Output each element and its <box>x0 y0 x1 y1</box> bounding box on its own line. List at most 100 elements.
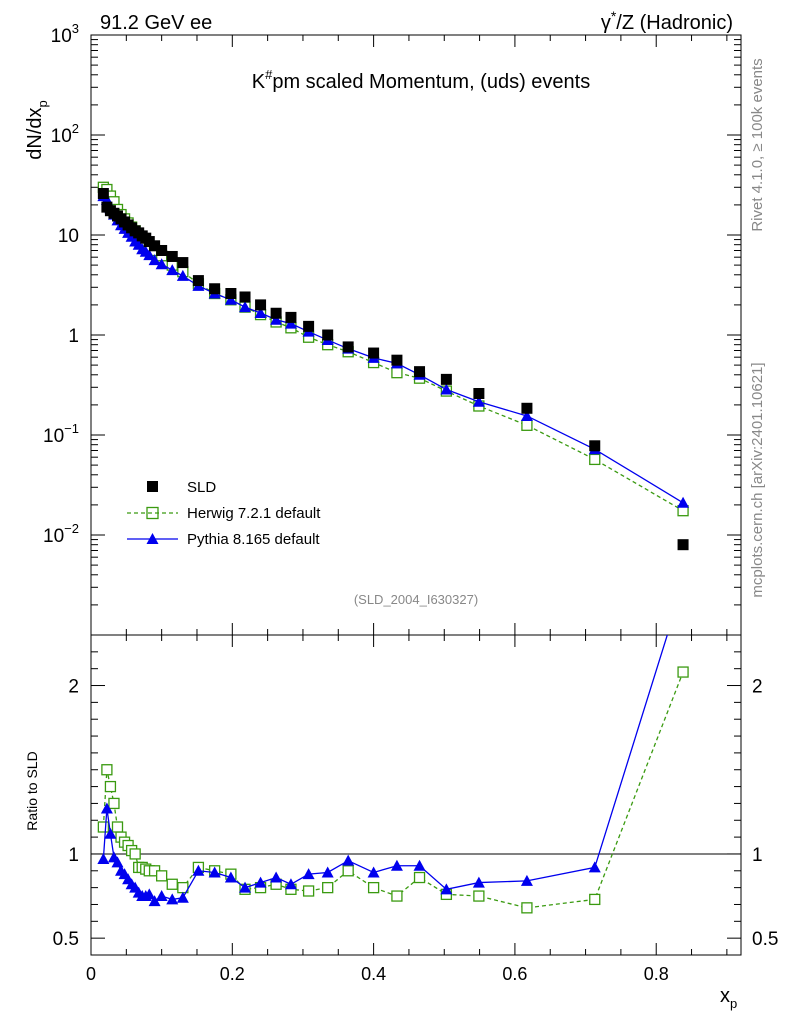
pythia-ratio-point <box>166 893 179 905</box>
herwig-ratio-point <box>111 821 124 833</box>
x-axis-label: xp <box>720 985 737 1011</box>
ratio-y-tick-label: 2 <box>68 677 79 698</box>
herwig-ratio-point <box>97 821 110 833</box>
sld-point <box>225 288 237 300</box>
herwig-point <box>521 419 533 431</box>
sld-point <box>521 402 533 414</box>
pythia-point <box>440 383 453 395</box>
herwig-ratio-point <box>677 666 689 678</box>
herwig-point <box>589 453 601 466</box>
sld-point <box>677 539 689 551</box>
pythia-ratio-point <box>677 578 689 589</box>
herwig-ratio-point <box>367 881 380 894</box>
sld-point <box>589 440 601 452</box>
pythia-point <box>270 313 283 325</box>
pythia-ratio-point <box>143 888 156 900</box>
sld-point <box>368 347 380 359</box>
y-tick-label: 1 <box>68 326 79 347</box>
sld-point <box>473 388 485 400</box>
pythia-ratio-series <box>97 578 689 907</box>
pythia-ratio-point <box>224 871 237 883</box>
pythia-ratio-point <box>208 866 221 878</box>
sld-point <box>342 341 354 353</box>
herwig-ratio-point <box>129 848 141 860</box>
data-marks <box>97 181 690 914</box>
sld-point <box>285 311 297 323</box>
herwig-ratio-point <box>391 890 403 902</box>
tick-labels: 0 0.2 0.4 0.6 0.8 10−2 10−1 1 10 102 103 0.5 0.5 1 1 2 2 <box>43 21 778 984</box>
sld-point <box>177 257 189 269</box>
x-tick-label: 0.2 <box>220 964 245 984</box>
ratio-y-tick-label-right: 2 <box>752 677 763 698</box>
pythia-point <box>254 306 267 318</box>
pythia-point <box>520 409 533 421</box>
y-tick-label: 102 <box>51 121 79 147</box>
pythia-ratio-point <box>104 827 117 839</box>
herwig-point <box>391 367 403 379</box>
pythia-point <box>143 249 156 261</box>
herwig-series <box>97 181 689 517</box>
ratio-y-tick-label: 0.5 <box>53 929 79 950</box>
pythia-ratio-point <box>100 802 113 814</box>
herwig-ratio-series <box>97 666 689 914</box>
pythia-ratio-point <box>192 864 205 876</box>
y-tick-label: 10−2 <box>43 521 79 547</box>
legend-pythia-marker <box>146 533 159 544</box>
x-tick-label: 0.4 <box>361 964 386 984</box>
ratio-y-axis-label: Ratio to SLD <box>24 751 40 830</box>
sld-point <box>149 240 161 252</box>
ratio-plot-frame <box>90 634 742 956</box>
pythia-ratio-point <box>284 878 297 890</box>
legend-herwig-marker <box>146 506 159 520</box>
pythia-ratio-point <box>148 895 161 907</box>
x-tick-label: 0.8 <box>644 964 669 984</box>
pythia-ratio-point <box>520 874 533 886</box>
legend: SLD Herwig 7.2.1 default Pythia 8.165 de… <box>127 479 321 548</box>
pythia-ratio-point <box>413 859 426 871</box>
ratio-y-tick-label-right: 1 <box>752 845 763 866</box>
herwig-ratio-point <box>101 764 113 776</box>
pythia-ratio-point <box>176 891 189 903</box>
axis-ticks <box>90 34 741 956</box>
pythia-point <box>148 254 161 266</box>
sld-point <box>270 307 282 319</box>
pythia-point <box>472 395 485 407</box>
herwig-ratio-point <box>302 885 315 897</box>
y-tick-label: 10 <box>58 226 79 247</box>
sld-point <box>255 299 267 311</box>
pythia-point <box>155 258 168 270</box>
sld-point <box>209 283 221 295</box>
pythia-ratio-point <box>588 861 601 873</box>
sld-point <box>440 373 452 385</box>
y-axis-label: dN/dxp <box>24 100 50 159</box>
herwig-ratio-point <box>342 865 354 877</box>
pythia-ratio-point <box>390 859 403 871</box>
y-tick-label: 10−1 <box>43 421 79 447</box>
sld-series <box>97 188 689 551</box>
sld-point <box>303 320 315 332</box>
sld-point <box>192 275 204 287</box>
legend-sld-marker <box>147 481 158 492</box>
herwig-ratio-point <box>322 881 334 894</box>
pythia-point <box>284 317 297 329</box>
pythia-ratio-point <box>270 871 283 883</box>
herwig-ratio-point <box>166 878 178 890</box>
legend-sld-label: SLD <box>187 479 216 496</box>
pythia-ratio-point <box>342 854 355 866</box>
pythia-point <box>166 264 179 276</box>
rivet-version-label: Rivet 4.1.0, ≥ 100k events <box>749 58 766 231</box>
plot-title: K#pm scaled Momentum, (uds) events <box>252 67 590 93</box>
pythia-ratio-point <box>367 866 380 878</box>
herwig-ratio-point <box>413 871 426 884</box>
pythia-ratio-point <box>239 881 252 893</box>
herwig-ratio-line <box>102 671 684 909</box>
pythia-point <box>176 269 189 281</box>
sld-point <box>156 244 168 256</box>
analysis-id: (SLD_2004_I630327) <box>354 592 478 607</box>
energy-label: 91.2 GeV ee <box>100 12 212 34</box>
pythia-ratio-point <box>97 853 110 864</box>
legend-pythia-label: Pythia 8.165 default <box>187 531 320 548</box>
x-tick-label: 0.6 <box>502 964 527 984</box>
pythia-point <box>239 301 252 313</box>
pythia-ratio-point <box>321 866 334 878</box>
